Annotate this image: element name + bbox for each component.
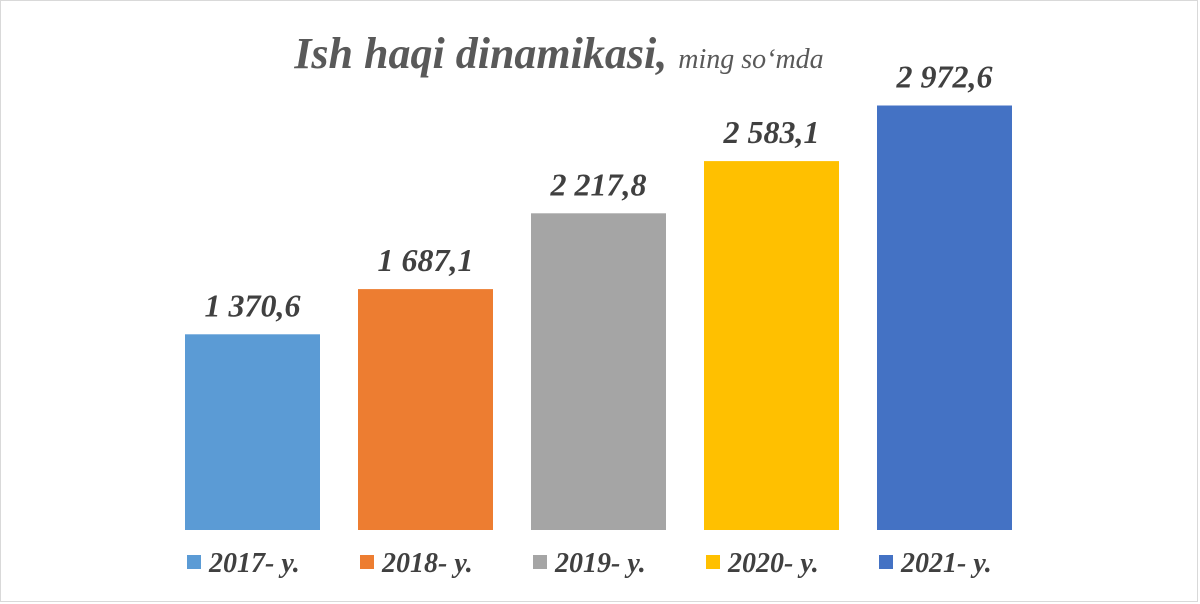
bar-2017-y — [185, 334, 320, 530]
bar-2019-y — [531, 213, 666, 531]
legend-label-2021-y: 2021- y. — [900, 548, 992, 579]
data-labels-group: 1 370,6 1 687,1 2 217,8 2 583,1 2 972,6 — [205, 59, 993, 324]
chart-title-comma: , — [656, 29, 679, 78]
bars-group — [185, 105, 1012, 531]
data-label-2018-y: 1 687,1 — [378, 242, 474, 278]
legend-swatch-2017-y — [187, 555, 201, 569]
legend: 2017- y. 2018- y. 2019- y. 2020- y. 2021- y. — [187, 548, 992, 579]
chart-subtitle: ming so‘mda — [678, 44, 824, 75]
chart-title-text: Ish haqi dinamikasi — [294, 29, 657, 78]
bar-2020-y — [704, 161, 839, 530]
data-label-2021-y: 2 972,6 — [896, 59, 993, 95]
chart-title: Ish haqi dinamikasi, ming so‘mda — [0, 28, 1118, 79]
data-label-2017-y: 1 370,6 — [205, 287, 301, 323]
legend-swatch-2021-y — [879, 555, 893, 569]
legend-label-2017-y: 2017- y. — [208, 548, 300, 579]
bar-2021-y — [877, 105, 1012, 530]
bar-2018-y — [358, 289, 493, 530]
legend-swatch-2019-y — [533, 555, 547, 569]
legend-swatch-2018-y — [360, 555, 374, 569]
legend-label-2019-y: 2019- y. — [554, 548, 646, 579]
legend-label-2018-y: 2018- y. — [381, 548, 473, 579]
data-label-2020-y: 2 583,1 — [723, 114, 820, 150]
legend-label-2020-y: 2020- y. — [727, 548, 819, 579]
legend-swatch-2020-y — [706, 555, 720, 569]
data-label-2019-y: 2 217,8 — [550, 166, 647, 202]
